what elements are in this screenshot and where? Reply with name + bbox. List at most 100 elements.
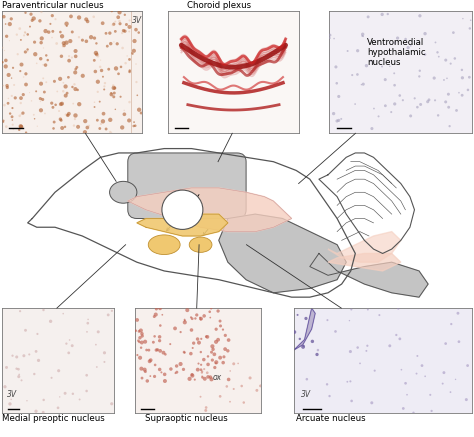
Point bbox=[132, 26, 140, 33]
Point bbox=[208, 349, 215, 356]
Point bbox=[291, 329, 298, 336]
Point bbox=[335, 117, 343, 124]
Point bbox=[210, 351, 218, 358]
Point bbox=[108, 91, 115, 98]
Point bbox=[154, 346, 161, 353]
Point bbox=[18, 61, 25, 68]
Point bbox=[105, 66, 112, 73]
Point bbox=[0, 117, 7, 124]
Point bbox=[114, 14, 122, 21]
Point bbox=[194, 366, 201, 373]
Point bbox=[122, 60, 129, 67]
Point bbox=[36, 98, 44, 105]
Point bbox=[19, 110, 27, 117]
Point bbox=[48, 34, 56, 41]
Point bbox=[447, 321, 455, 328]
Point bbox=[253, 387, 261, 394]
Point bbox=[123, 21, 130, 28]
Point bbox=[32, 408, 40, 415]
Point bbox=[20, 32, 28, 39]
Point bbox=[74, 123, 82, 130]
Point bbox=[18, 111, 25, 118]
Point bbox=[375, 312, 383, 319]
Point bbox=[83, 372, 91, 379]
Point bbox=[123, 52, 131, 59]
Point bbox=[15, 373, 23, 380]
Point bbox=[370, 105, 378, 112]
Point bbox=[302, 315, 310, 322]
Point bbox=[354, 71, 361, 78]
Point bbox=[32, 88, 40, 95]
Point bbox=[94, 88, 101, 95]
Point bbox=[399, 97, 407, 104]
Point bbox=[6, 400, 14, 407]
Point bbox=[364, 306, 372, 313]
Point bbox=[197, 349, 205, 356]
Point bbox=[359, 31, 366, 38]
Point bbox=[65, 349, 73, 356]
Point bbox=[446, 123, 454, 130]
Point bbox=[136, 106, 143, 113]
Point bbox=[0, 13, 8, 20]
Point bbox=[359, 81, 367, 88]
Point bbox=[20, 73, 27, 80]
Point bbox=[156, 333, 164, 340]
Point bbox=[230, 385, 237, 392]
Point bbox=[21, 29, 29, 36]
Point bbox=[39, 409, 47, 416]
Point bbox=[106, 30, 114, 37]
Point bbox=[458, 92, 466, 99]
Point bbox=[418, 362, 426, 369]
Point bbox=[59, 310, 67, 317]
Point bbox=[24, 31, 32, 38]
Point bbox=[208, 305, 215, 312]
Point bbox=[19, 91, 27, 98]
Point bbox=[199, 373, 206, 380]
Point bbox=[73, 64, 81, 71]
Point bbox=[83, 388, 91, 395]
Point bbox=[72, 66, 80, 73]
Point bbox=[396, 335, 404, 342]
Point bbox=[126, 56, 133, 63]
Point bbox=[110, 94, 118, 101]
Point bbox=[16, 308, 24, 315]
Point bbox=[1, 47, 9, 54]
Point bbox=[151, 313, 158, 320]
Point bbox=[55, 108, 63, 114]
Point bbox=[22, 129, 30, 136]
Point bbox=[13, 31, 20, 38]
Point bbox=[442, 340, 449, 347]
Point bbox=[47, 318, 55, 325]
Point bbox=[111, 18, 119, 25]
Point bbox=[48, 100, 55, 107]
Point bbox=[146, 373, 154, 380]
Point bbox=[135, 328, 143, 335]
Point bbox=[100, 110, 107, 117]
Point bbox=[17, 94, 25, 101]
Point bbox=[194, 336, 201, 343]
Point bbox=[8, 75, 15, 82]
Point bbox=[314, 347, 322, 354]
Point bbox=[41, 110, 49, 117]
Point bbox=[296, 336, 304, 343]
Point bbox=[330, 110, 337, 117]
Point bbox=[91, 57, 98, 64]
Point bbox=[156, 347, 164, 354]
Point bbox=[58, 125, 66, 132]
Point bbox=[113, 40, 121, 47]
Point bbox=[190, 340, 198, 347]
Point bbox=[348, 72, 356, 79]
Point bbox=[326, 392, 333, 399]
Point bbox=[447, 388, 454, 395]
Point bbox=[53, 40, 61, 47]
Point bbox=[138, 375, 146, 382]
Point bbox=[52, 16, 59, 23]
Point bbox=[188, 371, 196, 378]
Point bbox=[96, 125, 104, 132]
Point bbox=[52, 101, 59, 108]
Point bbox=[386, 342, 393, 349]
FancyBboxPatch shape bbox=[128, 153, 246, 218]
Point bbox=[131, 122, 139, 129]
Point bbox=[391, 82, 398, 89]
Point bbox=[108, 7, 116, 14]
